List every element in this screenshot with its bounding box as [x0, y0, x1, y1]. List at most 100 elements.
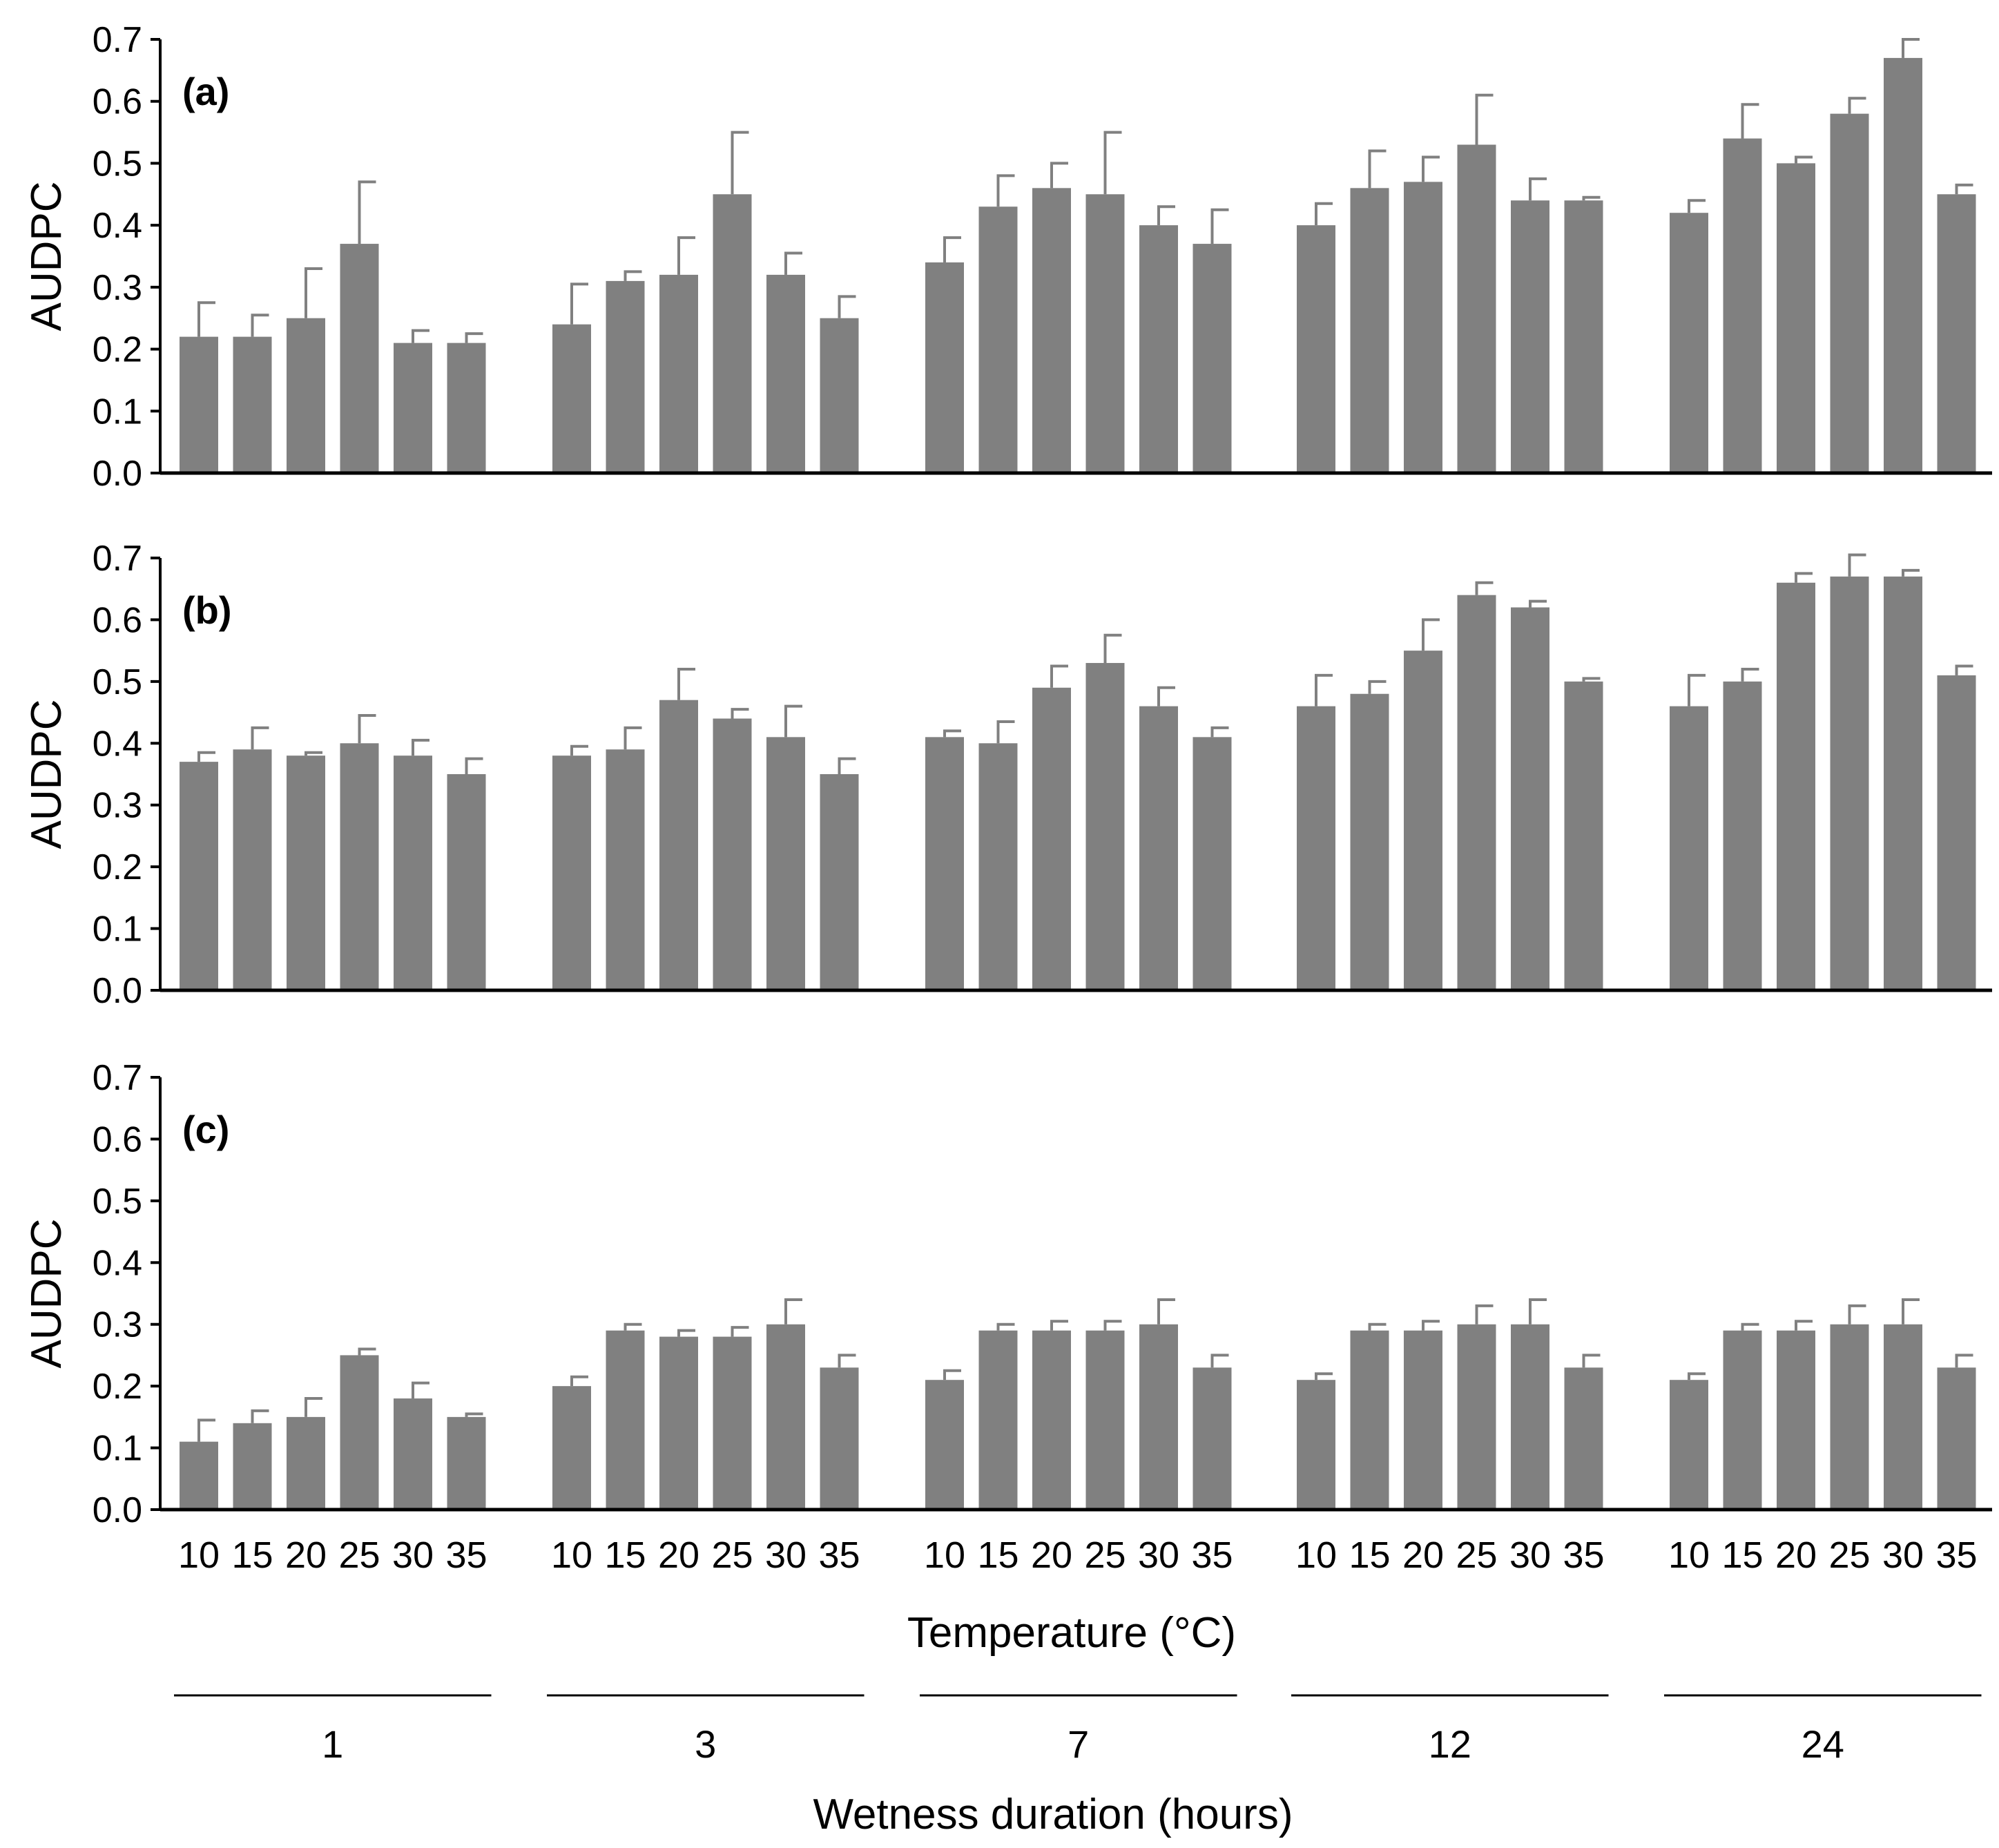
wetness-duration-label: 3 — [695, 1722, 716, 1766]
wetness-duration-label: 1 — [322, 1722, 343, 1766]
y-tick-label: 0.3 — [93, 1305, 142, 1345]
wetness-duration-label: 12 — [1429, 1722, 1471, 1766]
bar — [766, 274, 805, 473]
bar — [552, 324, 591, 473]
temperature-tick-label: 30 — [392, 1534, 434, 1576]
bar — [1564, 681, 1603, 990]
bar — [659, 700, 698, 990]
y-tick-label: 0.2 — [93, 330, 142, 370]
panel-label: (b) — [182, 588, 232, 632]
y-tick-label: 0.6 — [93, 600, 142, 640]
bar — [820, 1367, 859, 1510]
bar — [1884, 1324, 1922, 1510]
temperature-tick-label: 10 — [924, 1534, 965, 1576]
bar — [1723, 1330, 1762, 1510]
bar — [1884, 57, 1922, 473]
panel-c: 0.0 0.1 0.2 0.3 0.4 0.5 0.6 0.7 AUDPC (c) — [23, 1058, 1992, 1530]
temperature-tick-label: 30 — [1138, 1534, 1179, 1576]
bar — [1350, 188, 1389, 473]
bar — [1032, 188, 1071, 473]
y-tick-label: 0.5 — [93, 1182, 142, 1222]
bar — [1085, 194, 1125, 473]
y-axis-title: AUDPC — [23, 699, 70, 849]
temperature-tick-label: 30 — [1509, 1534, 1551, 1576]
wetness-duration-label: 7 — [1068, 1722, 1089, 1766]
y-tick-label: 0.5 — [93, 662, 142, 702]
bar — [447, 774, 486, 990]
temperature-tick-label: 35 — [818, 1534, 860, 1576]
bar — [925, 1380, 964, 1510]
temperature-tick-label: 10 — [1295, 1534, 1337, 1576]
bar — [925, 262, 964, 473]
bar — [287, 1416, 325, 1510]
temperature-tick-label: 25 — [338, 1534, 380, 1576]
bar — [1670, 213, 1708, 473]
bar — [394, 755, 432, 990]
y-axis-title: AUDPC — [23, 181, 70, 331]
bar — [1511, 1324, 1549, 1510]
bar — [606, 1330, 645, 1510]
temperature-tick-label: 15 — [1349, 1534, 1390, 1576]
temperature-tick-label: 30 — [765, 1534, 807, 1576]
bar — [1350, 1330, 1389, 1510]
bar — [180, 762, 218, 990]
bar — [713, 718, 752, 990]
bar — [1884, 576, 1922, 990]
y-axis-title: AUDPC — [23, 1218, 70, 1368]
bar — [820, 774, 859, 990]
bar — [1457, 595, 1496, 990]
y-tick-label: 0.2 — [93, 1367, 142, 1407]
bar — [606, 749, 645, 990]
temperature-tick-label: 10 — [1668, 1534, 1710, 1576]
bar — [978, 743, 1018, 990]
bar — [233, 1423, 272, 1510]
bar — [1139, 1324, 1178, 1510]
y-tick-label: 0.7 — [93, 539, 142, 579]
temperature-tick-label: 20 — [1031, 1534, 1072, 1576]
panel-b: 0.0 0.1 0.2 0.3 0.4 0.5 0.6 0.7 AUDPC (b) — [23, 539, 1992, 1011]
bar — [1032, 687, 1071, 990]
bar — [233, 336, 272, 473]
y-tick-label: 0.4 — [93, 206, 142, 246]
panel-a: 0.0 0.1 0.2 0.3 0.4 0.5 0.6 0.7 AUDPC (a) — [23, 20, 1992, 494]
bar — [1670, 706, 1708, 990]
bar — [233, 749, 272, 990]
bar — [394, 1398, 432, 1510]
bar — [447, 343, 486, 473]
temperature-tick-label: 25 — [1456, 1534, 1497, 1576]
temperature-tick-label: 35 — [1191, 1534, 1233, 1576]
bar — [180, 1441, 218, 1510]
temperature-tick-label: 35 — [1935, 1534, 1977, 1576]
temperature-tick-labels: 10 15 20 25 30 35 10 15 20 25 30 35 10 15 20 25 30 35 10 15… — [178, 1534, 1978, 1576]
bar — [1192, 737, 1232, 990]
bar — [766, 737, 805, 990]
bar — [1511, 200, 1549, 473]
bar — [925, 737, 964, 990]
x-axis-title: Temperature (°C) — [907, 1609, 1236, 1657]
bar — [1404, 651, 1442, 990]
temperature-tick-label: 35 — [445, 1534, 487, 1576]
temperature-tick-label: 20 — [285, 1534, 327, 1576]
temperature-tick-label: 15 — [1721, 1534, 1763, 1576]
bar — [1032, 1330, 1071, 1510]
bar — [340, 244, 379, 473]
bar — [1777, 1330, 1815, 1510]
bar — [1511, 607, 1549, 990]
bar — [1777, 582, 1815, 990]
y-tick-label: 0.0 — [93, 454, 142, 494]
bar — [1139, 225, 1178, 473]
wetness-duration-label: 24 — [1802, 1722, 1844, 1766]
bar — [1723, 681, 1762, 990]
bar — [1297, 1380, 1335, 1510]
bar — [1404, 1330, 1442, 1510]
y-tick-label: 0.7 — [93, 1058, 142, 1098]
temperature-tick-label: 15 — [231, 1534, 273, 1576]
y-tick-label: 0.6 — [93, 1119, 142, 1159]
bar — [552, 1386, 591, 1510]
y-tick-label: 0.1 — [93, 909, 142, 950]
y-tick-label: 0.0 — [93, 1490, 142, 1530]
chart-panels: 0.00.10.20.30.40.50.60.7AUDPC(a)0.00.10.… — [23, 20, 1992, 1530]
bar — [394, 343, 432, 473]
bar — [1457, 1324, 1496, 1510]
